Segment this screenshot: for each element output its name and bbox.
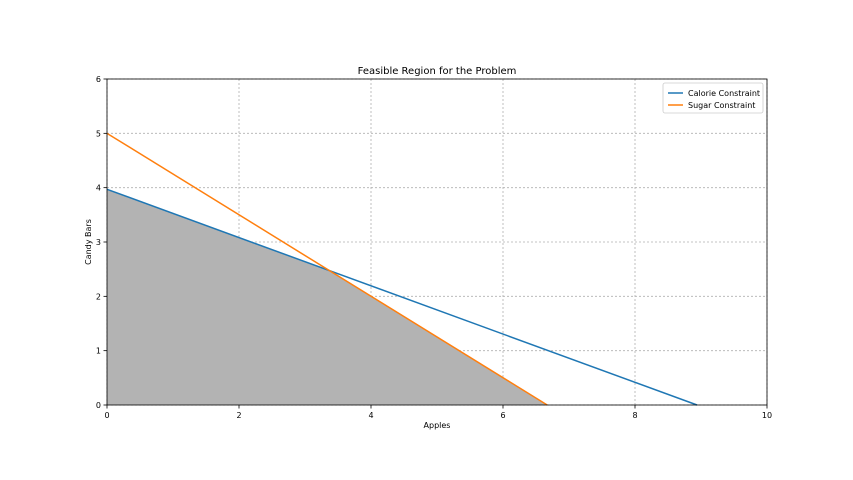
legend-label: Sugar Constraint (688, 101, 755, 110)
y-tick-label: 6 (96, 75, 101, 84)
x-tick-label: 10 (762, 411, 772, 420)
y-axis-label: Candy Bars (84, 219, 93, 265)
y-axis-ticks: 0 1 2 3 4 5 6 (96, 75, 107, 410)
series-layer (106, 132, 698, 406)
y-tick-label: 3 (96, 238, 101, 247)
sugar-constraint-line (106, 132, 548, 406)
y-tick-label: 2 (96, 292, 101, 301)
feasible-region-layer (107, 189, 548, 405)
x-tick-label: 2 (236, 411, 241, 420)
x-tick-label: 4 (368, 411, 373, 420)
y-tick-label: 0 (96, 401, 101, 410)
legend-label: Calorie Constraint (688, 89, 760, 98)
x-tick-label: 8 (632, 411, 637, 420)
legend-box (662, 82, 764, 114)
calorie-constraint-line (106, 188, 698, 406)
y-tick-label: 4 (96, 184, 101, 193)
y-tick-label: 5 (96, 129, 101, 138)
chart-title: Feasible Region for the Problem (358, 66, 517, 77)
x-axis-label: Apples (424, 421, 451, 430)
plot-area (106, 78, 768, 406)
x-tick-label: 6 (500, 411, 505, 420)
x-tick-label: 0 (104, 411, 109, 420)
legend: Calorie Constraint Sugar Constraint (662, 82, 764, 114)
feasible-region (107, 189, 548, 405)
y-tick-label: 1 (96, 347, 101, 356)
x-axis-ticks: 0 2 4 6 8 10 (104, 405, 772, 420)
